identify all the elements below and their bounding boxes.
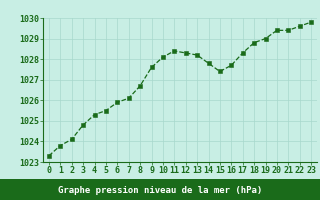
Text: Graphe pression niveau de la mer (hPa): Graphe pression niveau de la mer (hPa) bbox=[58, 186, 262, 195]
